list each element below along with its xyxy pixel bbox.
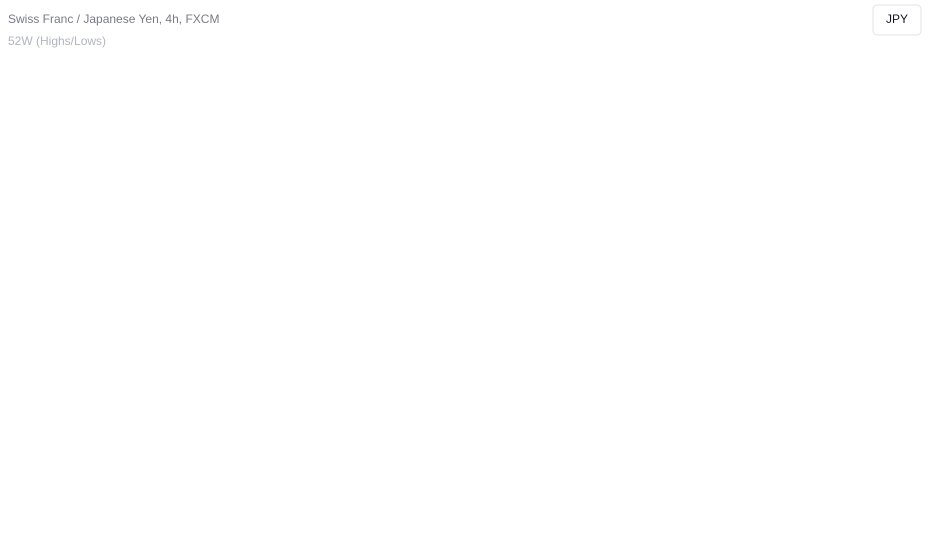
currency-button[interactable] [872, 4, 922, 36]
indicator-label: 52W (Highs/Lows) [8, 34, 106, 48]
chart-title: Swiss Franc / Japanese Yen, 4h, FXCM [8, 12, 219, 26]
price-axis-bg [868, 0, 932, 550]
time-axis-bg [0, 520, 868, 550]
currency-label[interactable]: JPY [886, 12, 908, 26]
